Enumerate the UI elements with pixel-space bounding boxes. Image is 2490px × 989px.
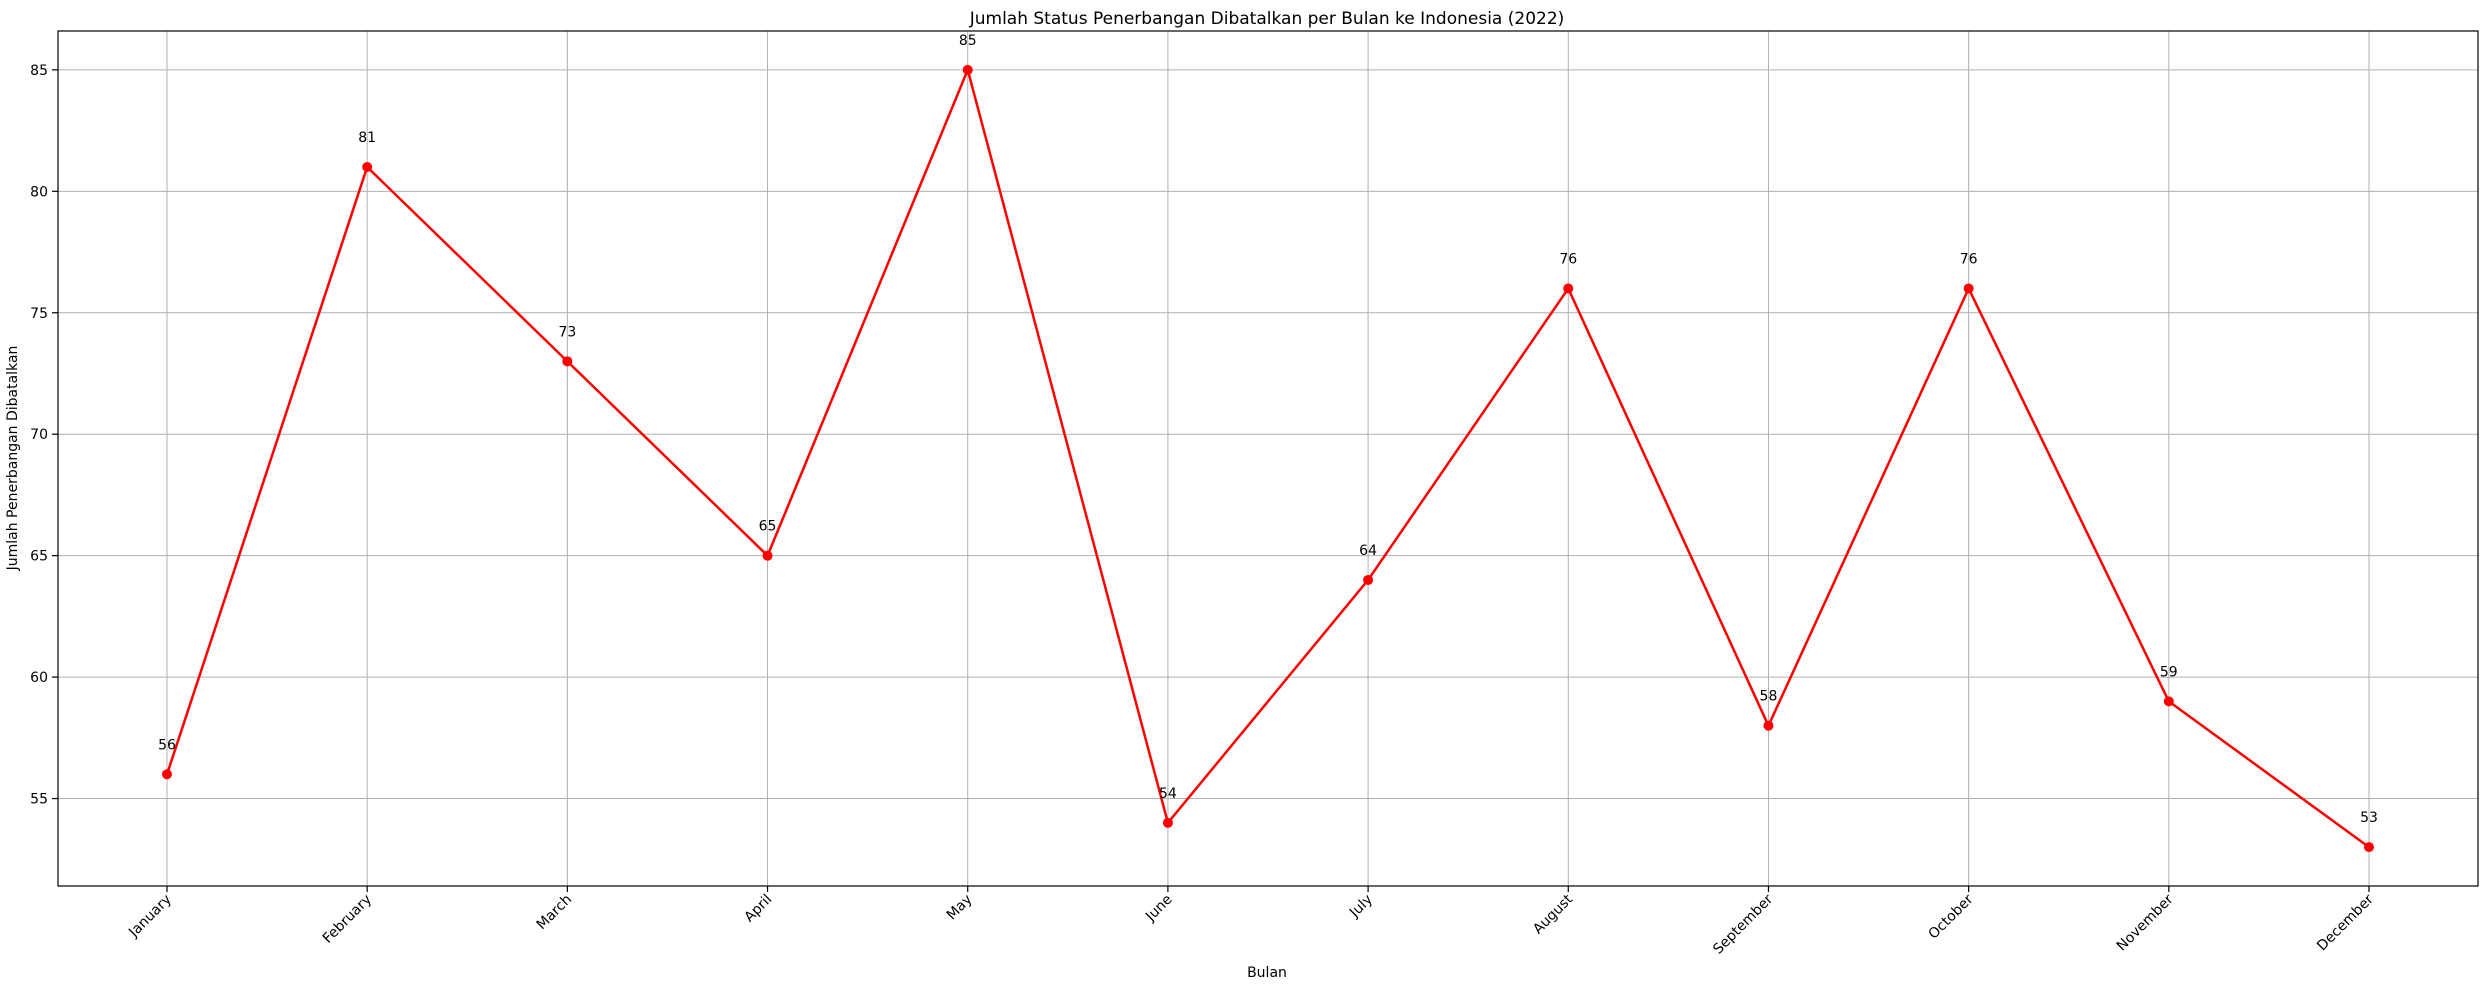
data-point xyxy=(2163,696,2174,707)
data-point xyxy=(162,769,172,780)
data-point xyxy=(1363,574,1374,585)
x-tick-label: September xyxy=(1710,891,1776,957)
chart-title: Jumlah Status Penerbangan Dibatalkan per… xyxy=(969,9,1565,29)
data-label: 81 xyxy=(358,130,376,146)
x-tick-label: October xyxy=(1926,891,1977,942)
data-label: 53 xyxy=(2360,810,2378,826)
data-label: 76 xyxy=(1559,251,1577,267)
y-tick-label: 80 xyxy=(30,184,48,200)
data-labels: 56 81 73 65 85 54 64 76 58 76 59 53 xyxy=(158,33,2378,826)
y-tick-label: 65 xyxy=(30,549,48,565)
data-point xyxy=(2364,842,2374,853)
x-tick-label: January xyxy=(125,892,175,942)
data-label: 58 xyxy=(1760,689,1778,705)
data-label: 73 xyxy=(558,324,576,340)
data-label: 56 xyxy=(158,737,176,753)
data-label: 59 xyxy=(2160,664,2178,680)
data-label: 54 xyxy=(1159,786,1177,802)
data-label: 64 xyxy=(1359,543,1377,559)
series-line xyxy=(162,64,2374,853)
x-tick-label: December xyxy=(2314,891,2377,954)
x-tick-label: November xyxy=(2114,891,2177,954)
x-tick-label: June xyxy=(1142,892,1176,926)
data-label: 65 xyxy=(759,519,777,535)
x-tick-label: April xyxy=(741,892,775,926)
data-point xyxy=(962,64,973,75)
series-polyline xyxy=(165,68,2370,849)
y-tick-label: 60 xyxy=(30,670,48,686)
data-point xyxy=(1963,283,1974,294)
data-point xyxy=(562,356,573,367)
x-tick-label: July xyxy=(1346,892,1376,922)
grid xyxy=(58,31,2478,886)
data-point xyxy=(1162,817,1173,828)
y-tick-label: 55 xyxy=(30,792,48,808)
x-tick-label: May xyxy=(944,892,976,924)
x-tick-label: August xyxy=(1530,891,1576,937)
y-axis: 55 60 65 70 75 80 85 xyxy=(30,63,58,808)
data-point xyxy=(1563,283,1574,294)
y-axis-label: Jumlah Penerbangan Dibatalkan xyxy=(5,346,21,572)
y-tick-label: 85 xyxy=(30,63,48,79)
data-label: 85 xyxy=(959,33,977,49)
x-axis: January February March April May June July Augu… xyxy=(125,886,2377,958)
x-tick-label: March xyxy=(534,892,575,933)
y-tick-label: 70 xyxy=(30,427,48,443)
data-label: 76 xyxy=(1960,251,1978,267)
plot-frame xyxy=(57,30,2479,887)
x-axis-label: Bulan xyxy=(1247,965,1287,981)
x-tick-label: February xyxy=(320,892,375,947)
data-point xyxy=(362,162,373,173)
data-point xyxy=(762,550,773,561)
y-tick-label: 75 xyxy=(30,306,48,322)
data-point xyxy=(1763,720,1774,731)
